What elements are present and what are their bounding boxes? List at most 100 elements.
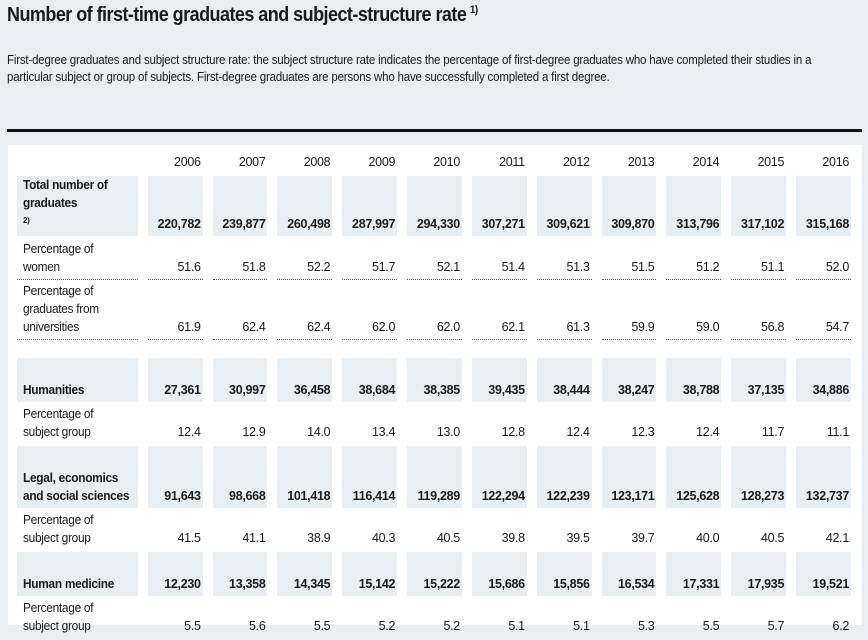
cell-2006: 27,361: [147, 358, 203, 403]
row-label-text: Percentage of subject group: [23, 513, 94, 546]
year-header: 2014: [692, 155, 720, 169]
cell-2006: 12,230: [147, 552, 203, 597]
cell-2016: 19,521: [796, 552, 851, 597]
cell-2012: 5.1: [573, 619, 590, 634]
cell-2016: 315,168: [796, 176, 851, 237]
row-label-text: Legal, economics and social sciences: [23, 471, 130, 504]
row-label: Percentage of subject group: [17, 598, 138, 638]
cell-2012: 12.4: [566, 425, 590, 440]
cell-2016: 34,886: [796, 358, 851, 403]
cell-2015: 5.7: [767, 619, 785, 634]
row-label-text: Humanities: [23, 383, 85, 398]
cell-2014: 17,331: [666, 552, 722, 597]
cell-2008: 38.9: [307, 531, 331, 546]
table-row: Percentage of graduates from universitie…: [17, 282, 851, 341]
cell-2009: 5.2: [378, 619, 396, 634]
spacer-row: [17, 342, 851, 356]
table-row: Percentage of women 51.6 51.8 52.2 51.7 52.1 5…: [17, 238, 851, 281]
cell-2012: 38,444: [536, 358, 592, 403]
row-label-text: Percentage of subject group: [23, 601, 94, 634]
cell-2015: 37,135: [731, 358, 787, 403]
cell-2015: 51.1: [731, 238, 787, 281]
cell-2009: 116,414: [342, 446, 398, 509]
cell-2007: 13,358: [212, 552, 268, 597]
cell-2009: 62.0: [342, 282, 398, 341]
row-label-text: Percentage of graduates from universitie…: [23, 284, 99, 335]
row-label: Humanities: [17, 358, 138, 403]
row-label: Percentage of graduates from universitie…: [17, 282, 138, 341]
cell-2010: 294,330: [407, 176, 462, 237]
cell-2008: 14,345: [277, 552, 333, 597]
cell-2007: 5.6: [249, 619, 266, 634]
cell-2008: 52.2: [277, 238, 333, 281]
table-row: Human medicine 12,230 13,358 14,345 15,142 15…: [17, 552, 851, 597]
header-blank: [17, 149, 138, 174]
table-row: Humanities 27,361 30,997 36,458 38,684 38,385…: [17, 358, 851, 403]
cell-2010: 119,289: [407, 446, 462, 509]
cell-2007: 239,877: [212, 176, 268, 237]
row-footnote: 2): [23, 216, 30, 225]
divider: [7, 129, 862, 132]
cell-2011: 39,435: [471, 358, 527, 403]
cell-2014: 59.0: [666, 282, 722, 341]
year-header: 2011: [499, 155, 525, 169]
description: First-degree graduates and subject struc…: [7, 53, 812, 84]
cell-2008: 260,498: [277, 176, 333, 237]
cell-2011: 15,686: [471, 552, 527, 597]
year-header: 2008: [303, 155, 331, 169]
cell-2016: 54.7: [796, 282, 851, 341]
table-row: Percentage of subject group 12.4 12.9 14.0 1…: [17, 404, 851, 444]
row-label: Human medicine: [17, 552, 138, 597]
cell-2016: 6.2: [832, 619, 850, 634]
cell-2008: 14.0: [307, 425, 331, 440]
cell-2011: 307,271: [471, 176, 527, 237]
cell-2014: 313,796: [666, 176, 722, 237]
cell-2006: [148, 342, 203, 356]
year-header: 2015: [757, 155, 785, 169]
cell-2012: 61.3: [536, 282, 592, 341]
table-row: Percentage of subject group 5.5 5.6 5.5 5.2 5…: [17, 598, 851, 638]
cell-2012: [537, 342, 592, 356]
cell-2014: [666, 342, 721, 356]
cell-2014: 38,788: [666, 358, 722, 403]
cell-2012: 309,621: [536, 176, 592, 237]
year-header: 2007: [238, 155, 266, 169]
cell-2007: [213, 342, 268, 356]
cell-2010: 13.0: [436, 425, 460, 440]
cell-2007: 51.8: [212, 238, 268, 281]
cell-2015: 56.8: [731, 282, 787, 341]
cell-2013: 16,534: [601, 552, 657, 597]
year-header: 2009: [368, 155, 396, 169]
table-row: Percentage of subject group 41.5 41.1 38.9 4…: [17, 510, 851, 550]
cell-2011: 51.4: [471, 238, 527, 281]
cell-2008: 62.4: [277, 282, 333, 341]
cell-2015: 17,935: [731, 552, 787, 597]
cell-2006: 61.9: [147, 282, 203, 341]
cell-2016: 132,737: [796, 446, 851, 509]
cell-2012: 122,239: [536, 446, 592, 509]
cell-2007: 30,997: [212, 358, 268, 403]
cell-2008: 36,458: [277, 358, 333, 403]
cell-2015: 40.5: [760, 531, 785, 546]
cell-2006: 12.4: [177, 425, 201, 440]
table-panel: 2006 2007 2008 2009 2010 2011 2012 2013 2014 2015…: [8, 145, 862, 633]
cell-2009: 13.4: [372, 425, 396, 440]
cell-2013: 309,870: [601, 176, 657, 237]
row-label: Total number of graduates 2): [17, 176, 138, 237]
cell-2006: 41.5: [177, 531, 201, 546]
year-header: 2012: [563, 155, 590, 169]
cell-2013: 12.3: [631, 425, 655, 440]
title-text: Number of first-time graduates and subje…: [7, 4, 467, 26]
year-header-row: 2006 2007 2008 2009 2010 2011 2012 2013 2014 2015…: [17, 149, 851, 174]
cell-2013: [602, 342, 657, 356]
year-header: 2010: [433, 155, 460, 169]
year-header: 2016: [822, 155, 849, 169]
cell-2011: [472, 342, 527, 356]
cell-2016: 52.0: [796, 238, 851, 281]
cell-2009: 38,684: [342, 358, 398, 403]
year-header: 2013: [627, 155, 655, 169]
row-label: Percentage of women: [17, 238, 138, 281]
row-label: Percentage of subject group: [17, 510, 138, 550]
cell-2015: [731, 342, 786, 356]
cell-2010: [407, 342, 462, 356]
